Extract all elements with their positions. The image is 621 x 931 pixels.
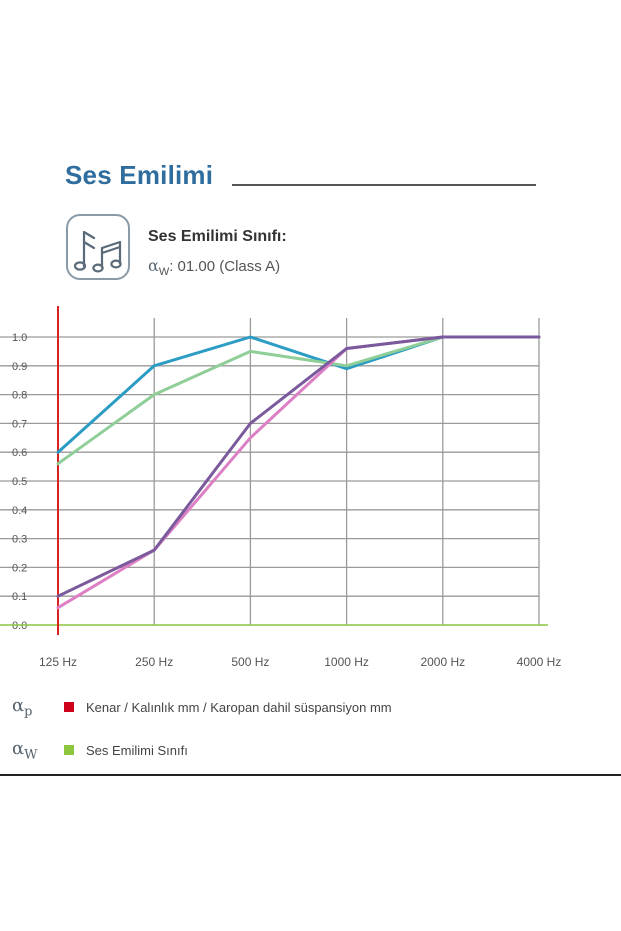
x-tick-label: 4000 Hz <box>517 655 562 669</box>
title-underline <box>232 184 536 186</box>
legend-swatch <box>64 745 74 755</box>
absorption-chart: 0.0 0.1 0.2 0.3 0.4 0.5 0.6 0.7 0.8 0.9 1.0 125 Hz 2… <box>0 306 562 669</box>
section-title: Ses Emilimi <box>65 160 214 190</box>
classification-rating: : 01.00 (Class A) <box>169 258 281 275</box>
bottom-divider <box>0 774 621 776</box>
y-tick-label: 0.3 <box>12 534 27 546</box>
y-tick-label: 0.0 <box>12 620 27 632</box>
legend-label: Ses Emilimi Sınıfı <box>86 742 188 758</box>
legend-symbol: αW <box>12 737 38 763</box>
alpha-subscript: W <box>158 266 170 278</box>
legend-swatch <box>64 702 74 712</box>
y-tick-label: 0.9 <box>12 361 27 373</box>
y-tick-label: 0.2 <box>12 562 27 574</box>
legend-item-ap: αp Kenar / Kalınlık mm / Karopan dahil s… <box>12 694 392 720</box>
legend-item-aw: αW Ses Emilimi Sınıfı <box>12 737 188 763</box>
alpha-symbol: α <box>148 256 159 275</box>
legend-symbol: αp <box>12 694 33 720</box>
classification-value: αW: 01.00 (Class A) <box>148 256 280 278</box>
classification-label: Ses Emilimi Sınıfı: <box>148 228 287 245</box>
x-tick-label: 2000 Hz <box>420 655 465 669</box>
legend-label: Kenar / Kalınlık mm / Karopan dahil süsp… <box>86 699 392 715</box>
x-tick-label: 250 Hz <box>135 655 173 669</box>
series-line-2 <box>56 335 541 466</box>
y-tick-label: 0.6 <box>12 447 27 459</box>
x-tick-label: 1000 Hz <box>324 655 369 669</box>
series-line-4 <box>56 335 541 598</box>
x-tick-label: 500 Hz <box>231 655 269 669</box>
x-tick-label: 125 Hz <box>39 655 77 669</box>
y-tick-label: 0.4 <box>12 505 27 517</box>
y-tick-label: 1.0 <box>12 332 27 344</box>
y-tick-label: 0.1 <box>12 591 27 603</box>
y-tick-label: 0.7 <box>12 418 27 430</box>
y-tick-label: 0.5 <box>12 476 27 488</box>
music-notes-icon <box>66 214 130 280</box>
y-tick-label: 0.8 <box>12 390 27 402</box>
